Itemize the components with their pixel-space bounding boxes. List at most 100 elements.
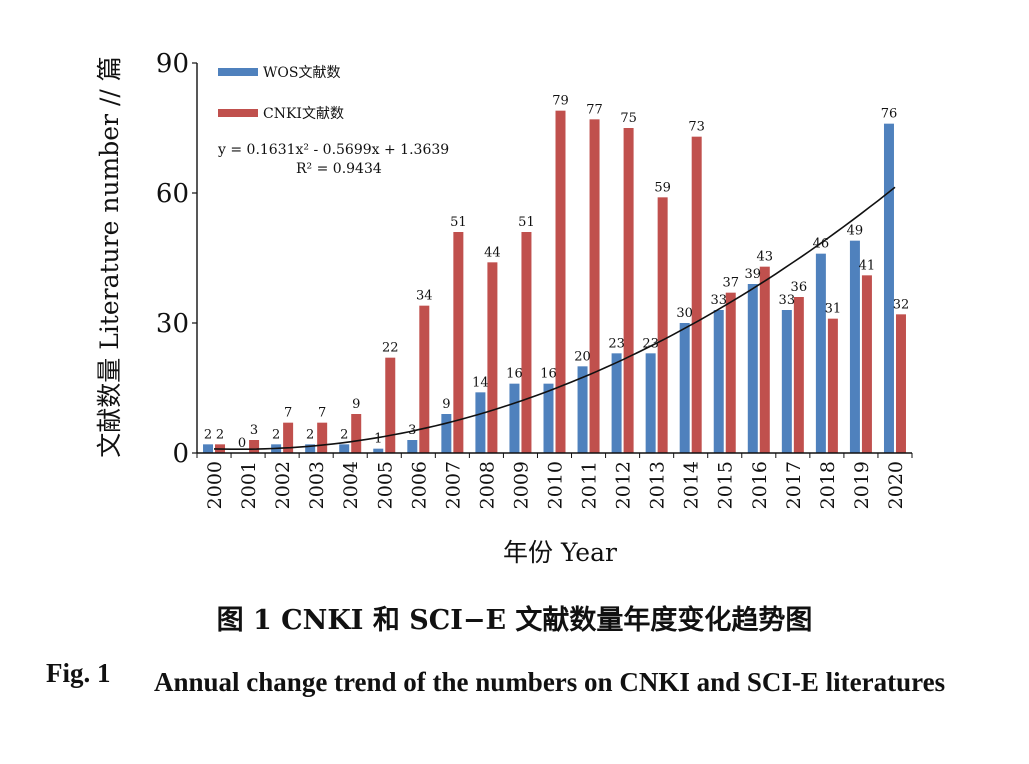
bar-value-label-cnki: 51 [518, 215, 535, 230]
legend-swatch-cnki [218, 109, 258, 117]
bar-value-label-wos: 30 [676, 306, 693, 321]
x-tick-label: 2000 [204, 461, 226, 509]
bar-wos [305, 444, 316, 453]
bar-wos [509, 383, 520, 453]
bar-cnki [589, 119, 600, 453]
trendline-equation: y = 0.1631x² - 0.5699x + 1.3639 R² = 0.9… [217, 142, 449, 177]
bar-value-label-cnki: 9 [352, 397, 360, 412]
bar-value-label-cnki: 36 [791, 280, 808, 295]
x-tick-label: 2020 [885, 461, 907, 509]
bar-value-label-cnki: 37 [722, 276, 739, 291]
bar-cnki [249, 440, 260, 453]
bar-cnki [453, 232, 464, 453]
bar-value-label-cnki: 59 [654, 180, 671, 195]
bar-cnki [861, 275, 872, 453]
y-axis-title: 文献数量 Literature number // 篇 [95, 56, 124, 457]
bar-wos [203, 444, 214, 453]
bar-wos [679, 323, 690, 453]
bar-wos [849, 240, 860, 453]
legend-swatch-wos [218, 68, 258, 76]
bar-value-label-cnki: 79 [552, 94, 569, 109]
x-tick-label: 2008 [476, 461, 498, 509]
bar-wos [543, 383, 554, 453]
bar-value-label-wos: 49 [847, 224, 864, 239]
bar-wos [475, 392, 486, 453]
bar-value-label-wos: 33 [779, 293, 796, 308]
bar-wos [441, 414, 452, 453]
x-tick-label: 2004 [340, 461, 362, 509]
x-tick-label: 2016 [749, 461, 771, 509]
x-axis-ticks: 2000 2001 2002 2003 2004 2005 2006 2007 2008 2009… [196, 453, 913, 509]
bar-cnki [317, 422, 328, 453]
bar-value-label-cnki: 44 [484, 245, 501, 260]
bar-value-label-wos: 2 [306, 427, 314, 442]
bar-wos [713, 310, 724, 453]
y-axis-ticks: 0 30 60 90 [156, 49, 197, 469]
bar-cnki [623, 128, 634, 453]
x-tick-label: 2009 [511, 461, 533, 509]
bar-value-label-wos: 2 [204, 427, 212, 442]
bar-cnki [657, 197, 668, 453]
bar-value-label-wos: 39 [745, 267, 762, 282]
legend-label-cnki: CNKI文献数 [263, 106, 344, 122]
bar-value-label-wos: 14 [472, 375, 489, 390]
bar-cnki [521, 232, 532, 453]
bar-cnki [895, 314, 906, 453]
bar-wos [815, 253, 826, 453]
y-tick-label: 60 [156, 179, 189, 209]
x-tick-label: 2006 [408, 461, 430, 509]
x-tick-label: 2018 [817, 461, 839, 509]
bar-value-label-wos: 2 [272, 427, 280, 442]
x-tick-label: 2010 [545, 461, 567, 509]
bar-cnki [555, 110, 566, 454]
x-tick-label: 2003 [306, 461, 328, 509]
bar-cnki [759, 266, 770, 453]
bar-wos [747, 284, 758, 453]
bar-value-label-cnki: 3 [250, 423, 258, 438]
bar-wos [611, 353, 622, 453]
bar-wos [781, 310, 792, 453]
figure-caption-label: Fig. 1 [46, 658, 111, 688]
bar-value-label-wos: 16 [540, 367, 557, 382]
bar-value-label-wos: 23 [608, 336, 625, 351]
bar-cnki [283, 422, 294, 453]
bar-value-label-wos: 9 [442, 397, 450, 412]
bar-value-label-wos: 2 [340, 427, 348, 442]
bar-value-label-cnki: 75 [620, 111, 637, 126]
bar-value-label-wos: 16 [506, 367, 523, 382]
bar-wos [373, 448, 384, 453]
y-tick-label: 90 [156, 49, 189, 79]
bar-value-label-wos: 20 [574, 349, 591, 364]
x-tick-label: 2015 [715, 461, 737, 509]
trendline-equation-text: y = 0.1631x² - 0.5699x + 1.3639 [217, 142, 449, 158]
legend-label-wos: WOS文献数 [263, 65, 340, 81]
x-tick-label: 2017 [783, 461, 805, 509]
x-tick-label: 2002 [272, 461, 294, 509]
bar-value-label-cnki: 43 [757, 250, 774, 265]
bar-wos [883, 123, 894, 454]
x-tick-label: 2012 [613, 461, 635, 509]
x-tick-label: 2014 [681, 461, 703, 509]
bars [203, 110, 906, 454]
legend: WOS文献数 CNKI文献数 [218, 65, 344, 122]
bar-cnki [385, 357, 396, 453]
bar-value-label-cnki: 7 [318, 406, 326, 421]
bar-cnki [827, 318, 838, 453]
bar-value-label-cnki: 32 [893, 297, 910, 312]
bar-cnki [351, 414, 362, 453]
bar-value-label-cnki: 2 [216, 427, 224, 442]
x-tick-label: 2005 [374, 461, 396, 509]
bar-value-label-cnki: 7 [284, 406, 292, 421]
bar-value-label-wos: 33 [710, 293, 727, 308]
y-tick-label: 0 [172, 439, 189, 469]
bar-value-label-cnki: 31 [825, 302, 842, 317]
trendline [213, 186, 896, 450]
figure-caption-english: Annual change trend of the numbers on CN… [154, 667, 946, 697]
bar-cnki [487, 262, 498, 453]
axes [196, 63, 912, 454]
bar-wos [577, 366, 588, 453]
x-tick-label: 2011 [579, 461, 601, 509]
bar-wos [407, 440, 418, 453]
x-tick-label: 2001 [238, 461, 260, 509]
